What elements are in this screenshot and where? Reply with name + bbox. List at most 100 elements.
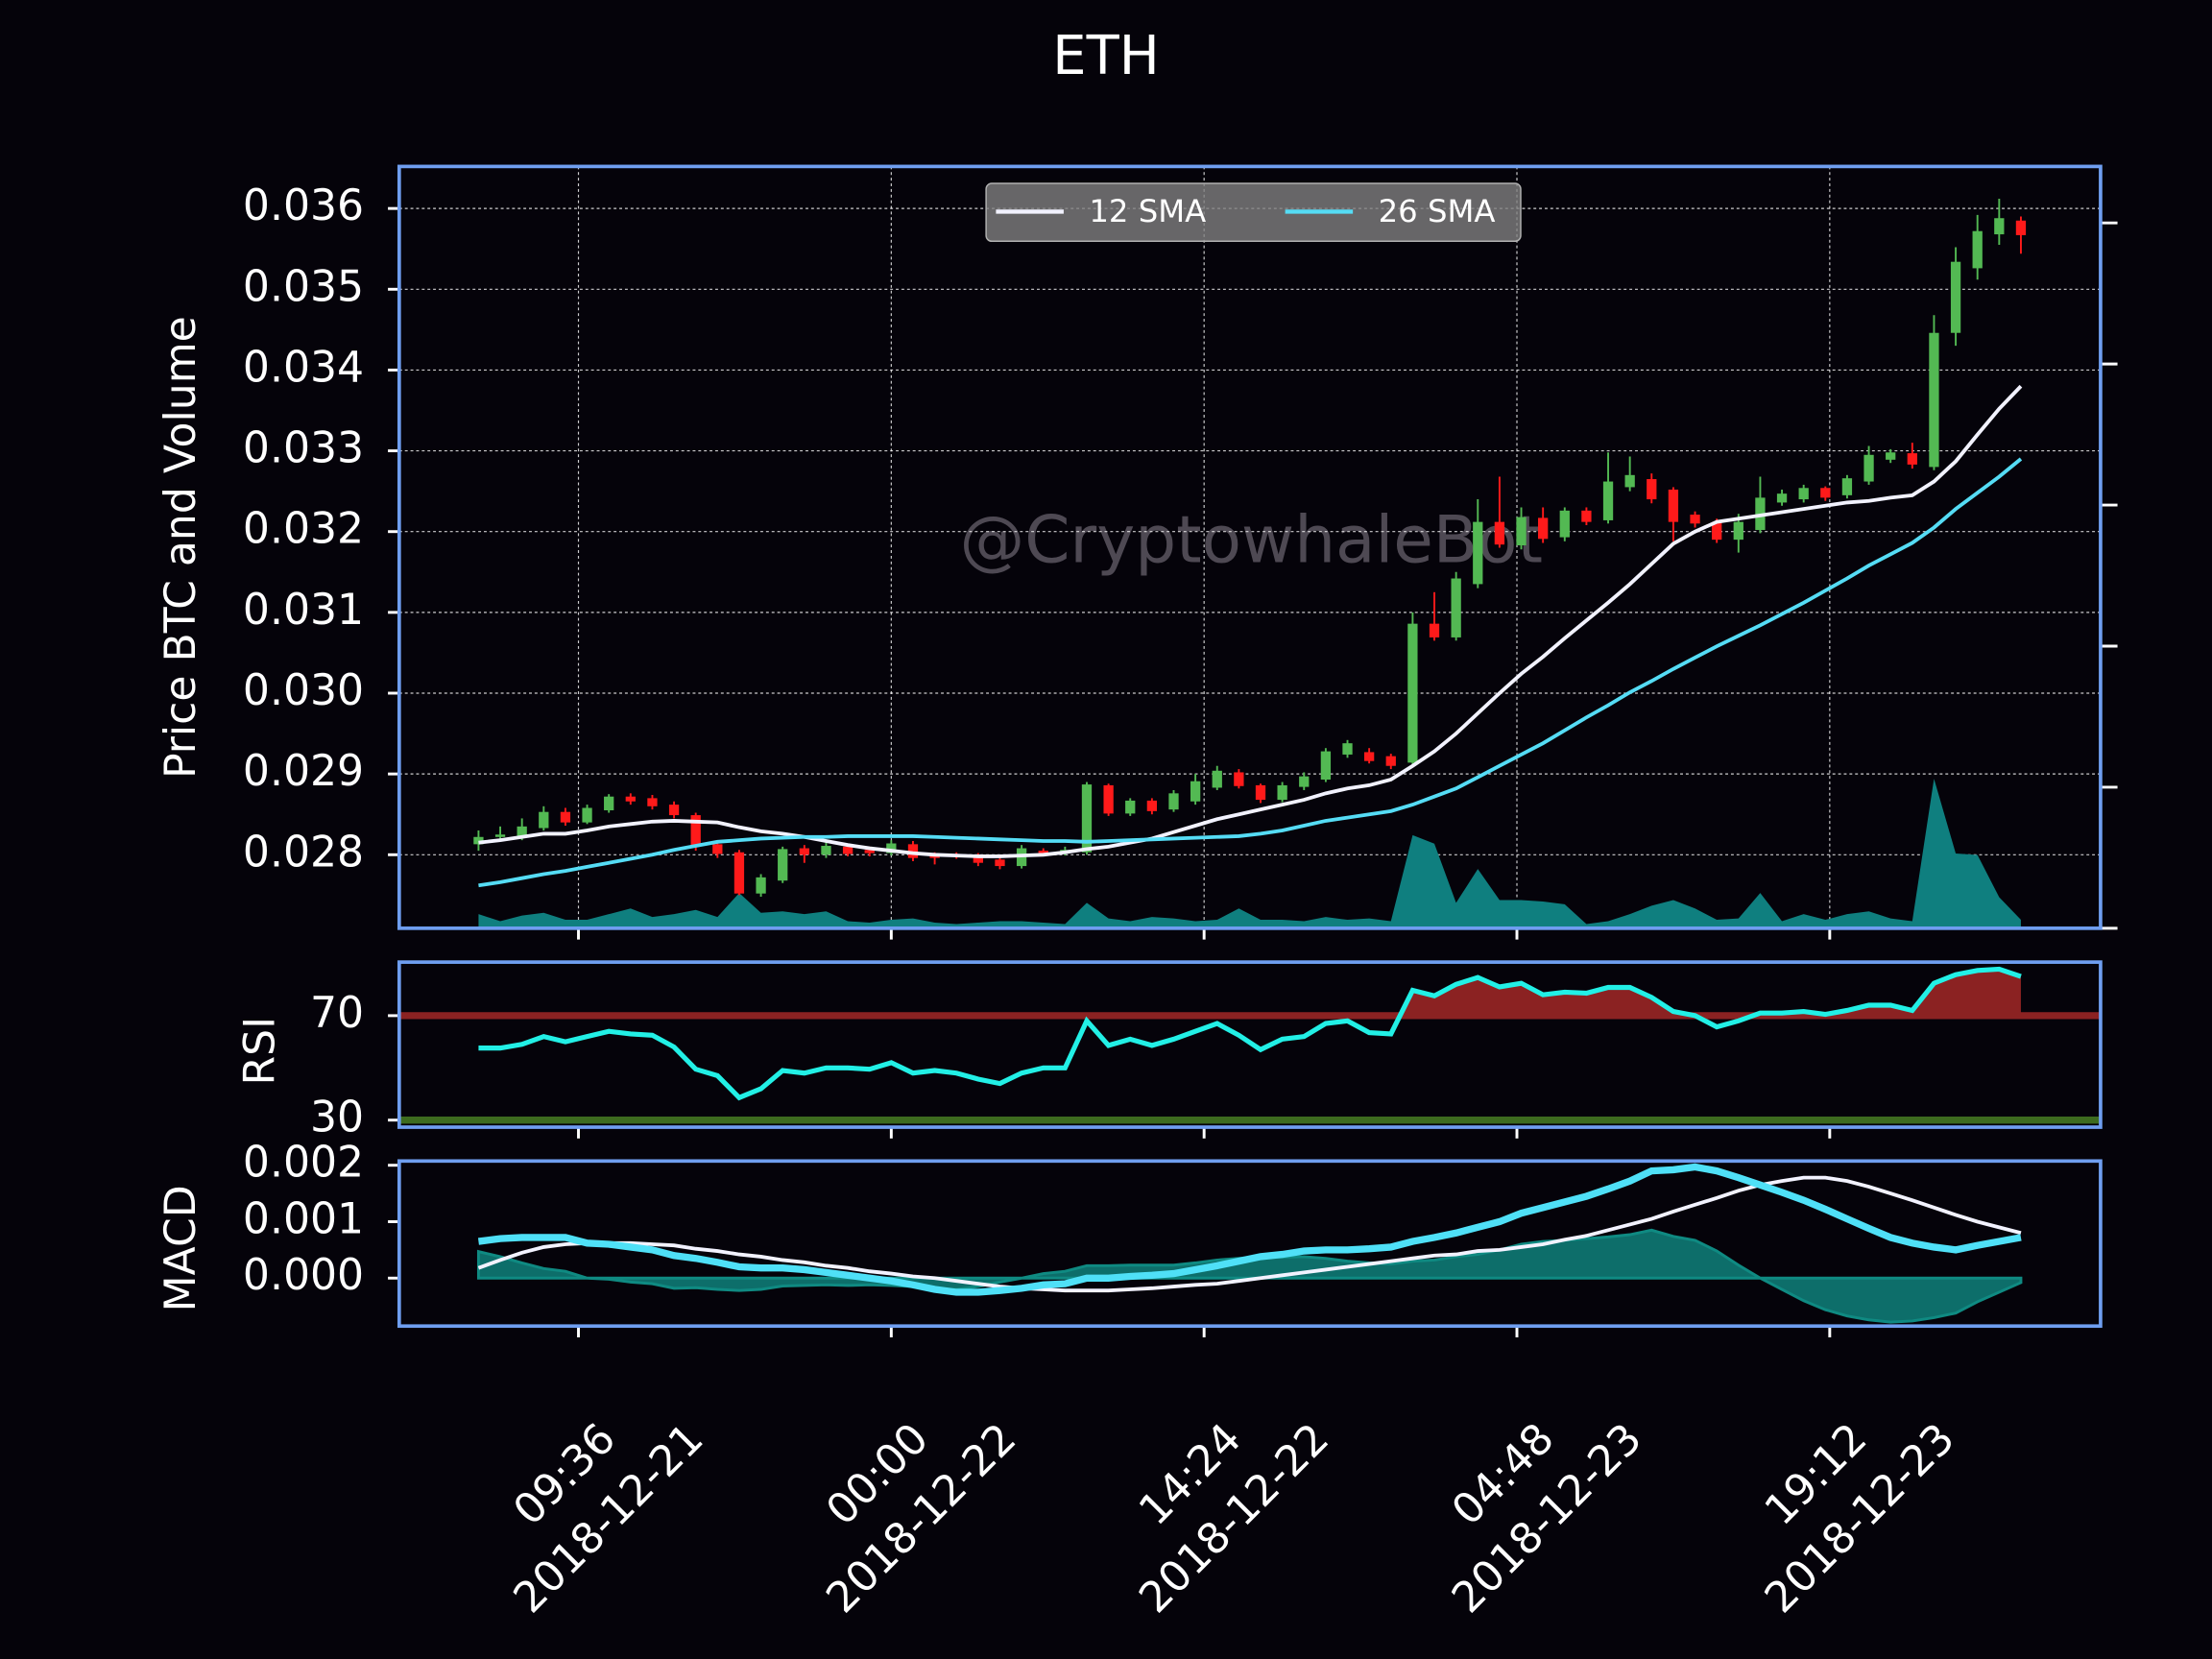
candle-body xyxy=(1647,479,1657,500)
macd-y-tick-label: 0.002 xyxy=(243,1139,364,1188)
candle-body xyxy=(1516,517,1527,546)
candle-body xyxy=(907,844,919,858)
rsi-axis-label: RSI xyxy=(235,1017,284,1086)
candle-body xyxy=(1950,261,1961,333)
sma-line xyxy=(478,384,2023,858)
candle-body xyxy=(1342,743,1353,755)
candle-body xyxy=(1668,489,1679,522)
panel-frame xyxy=(397,164,2103,930)
candle-body xyxy=(1125,800,1136,814)
candle-body xyxy=(1451,578,1461,637)
candle-body xyxy=(1820,488,1831,498)
candle-body xyxy=(1320,751,1332,781)
candle-body xyxy=(1190,781,1201,802)
y-tick-label: 0.033 xyxy=(243,424,364,473)
candle-body xyxy=(517,826,527,837)
chart-title: ETH xyxy=(1052,25,1159,87)
candle-body xyxy=(625,796,636,802)
candle-body xyxy=(1907,453,1917,465)
candle-body xyxy=(1841,478,1853,495)
candle-body xyxy=(733,852,745,894)
candle-body xyxy=(1234,772,1244,786)
candle-body xyxy=(756,877,766,894)
candle-body xyxy=(1277,784,1287,801)
y-tick-label: 0.030 xyxy=(243,666,364,715)
candle-body xyxy=(668,805,680,816)
candle-body xyxy=(1929,332,1939,468)
volume-area xyxy=(478,779,2021,928)
rsi-y-tick-label: 70 xyxy=(310,989,364,1038)
candle-body xyxy=(1429,623,1440,637)
candle-body xyxy=(1168,793,1179,810)
candle-body xyxy=(1559,510,1570,538)
candle-body xyxy=(690,815,701,847)
y-tick-label: 0.035 xyxy=(243,262,364,311)
candle-body xyxy=(821,846,831,855)
candle-body xyxy=(886,843,897,854)
candle-body xyxy=(647,798,658,806)
candle-body xyxy=(1255,784,1266,801)
candle-body xyxy=(712,844,723,854)
candle-body xyxy=(560,811,571,823)
y-tick-label: 0.036 xyxy=(243,181,364,230)
legend-label: 12 SMA xyxy=(1089,193,1206,229)
y-tick-label: 0.028 xyxy=(243,828,364,877)
candle-body xyxy=(582,807,592,823)
macd-line xyxy=(477,1163,2022,1296)
y-tick-label: 0.034 xyxy=(243,343,364,392)
candle-body xyxy=(1712,521,1722,541)
candle-body xyxy=(1690,515,1700,524)
y-axis-label: Price BTC and Volume xyxy=(156,316,205,779)
candle-body xyxy=(1103,784,1114,814)
candle-body xyxy=(1038,851,1048,854)
watermark: @CryptowhaleBot xyxy=(960,502,1543,578)
candle-body xyxy=(494,834,506,837)
candle-body xyxy=(1798,488,1809,500)
y-tick-label: 0.031 xyxy=(243,586,364,635)
candle-body xyxy=(1081,784,1093,853)
candle-body xyxy=(995,859,1005,867)
candle-body xyxy=(604,796,614,811)
candle-body xyxy=(1863,454,1874,482)
legend-box xyxy=(985,182,1522,243)
rsi-y-tick-label: 30 xyxy=(310,1094,364,1142)
candle-body xyxy=(778,849,788,881)
candle-body xyxy=(1581,510,1592,522)
candle-body xyxy=(1972,230,1983,269)
rsi-line xyxy=(478,966,2022,1101)
candle-body xyxy=(1363,752,1375,761)
overbought-fill xyxy=(1400,969,2021,1016)
candle-body xyxy=(1538,517,1549,540)
panel-frame xyxy=(397,960,2103,1129)
candle-body xyxy=(1494,521,1505,545)
candle-body xyxy=(864,850,875,854)
sma-line xyxy=(478,457,2023,888)
macd-axis-label: MACD xyxy=(156,1185,205,1311)
candle-body xyxy=(2015,220,2027,235)
candle-body xyxy=(1473,521,1483,585)
candle-body xyxy=(1624,474,1635,488)
panel-frame xyxy=(397,1159,2103,1329)
candle-body xyxy=(973,855,983,863)
legend-label: 26 SMA xyxy=(1379,193,1496,229)
macd-y-tick-label: 0.000 xyxy=(243,1251,364,1300)
candle-body xyxy=(1733,521,1743,541)
candle-body xyxy=(1385,756,1396,766)
candle-body xyxy=(1146,800,1158,811)
candle-body xyxy=(1776,493,1788,503)
candle-body xyxy=(1299,776,1310,787)
candle-body xyxy=(473,836,484,845)
candle-body xyxy=(1994,218,2005,235)
candle-body xyxy=(799,848,809,855)
y-tick-label: 0.032 xyxy=(243,505,364,554)
candle-body xyxy=(1602,481,1614,520)
candle-body xyxy=(842,846,854,854)
candle-body xyxy=(1407,623,1418,763)
candle-body xyxy=(539,811,549,829)
macd-y-tick-label: 0.001 xyxy=(243,1194,364,1243)
y-tick-label: 0.029 xyxy=(243,747,364,796)
candle-body xyxy=(1212,770,1222,788)
